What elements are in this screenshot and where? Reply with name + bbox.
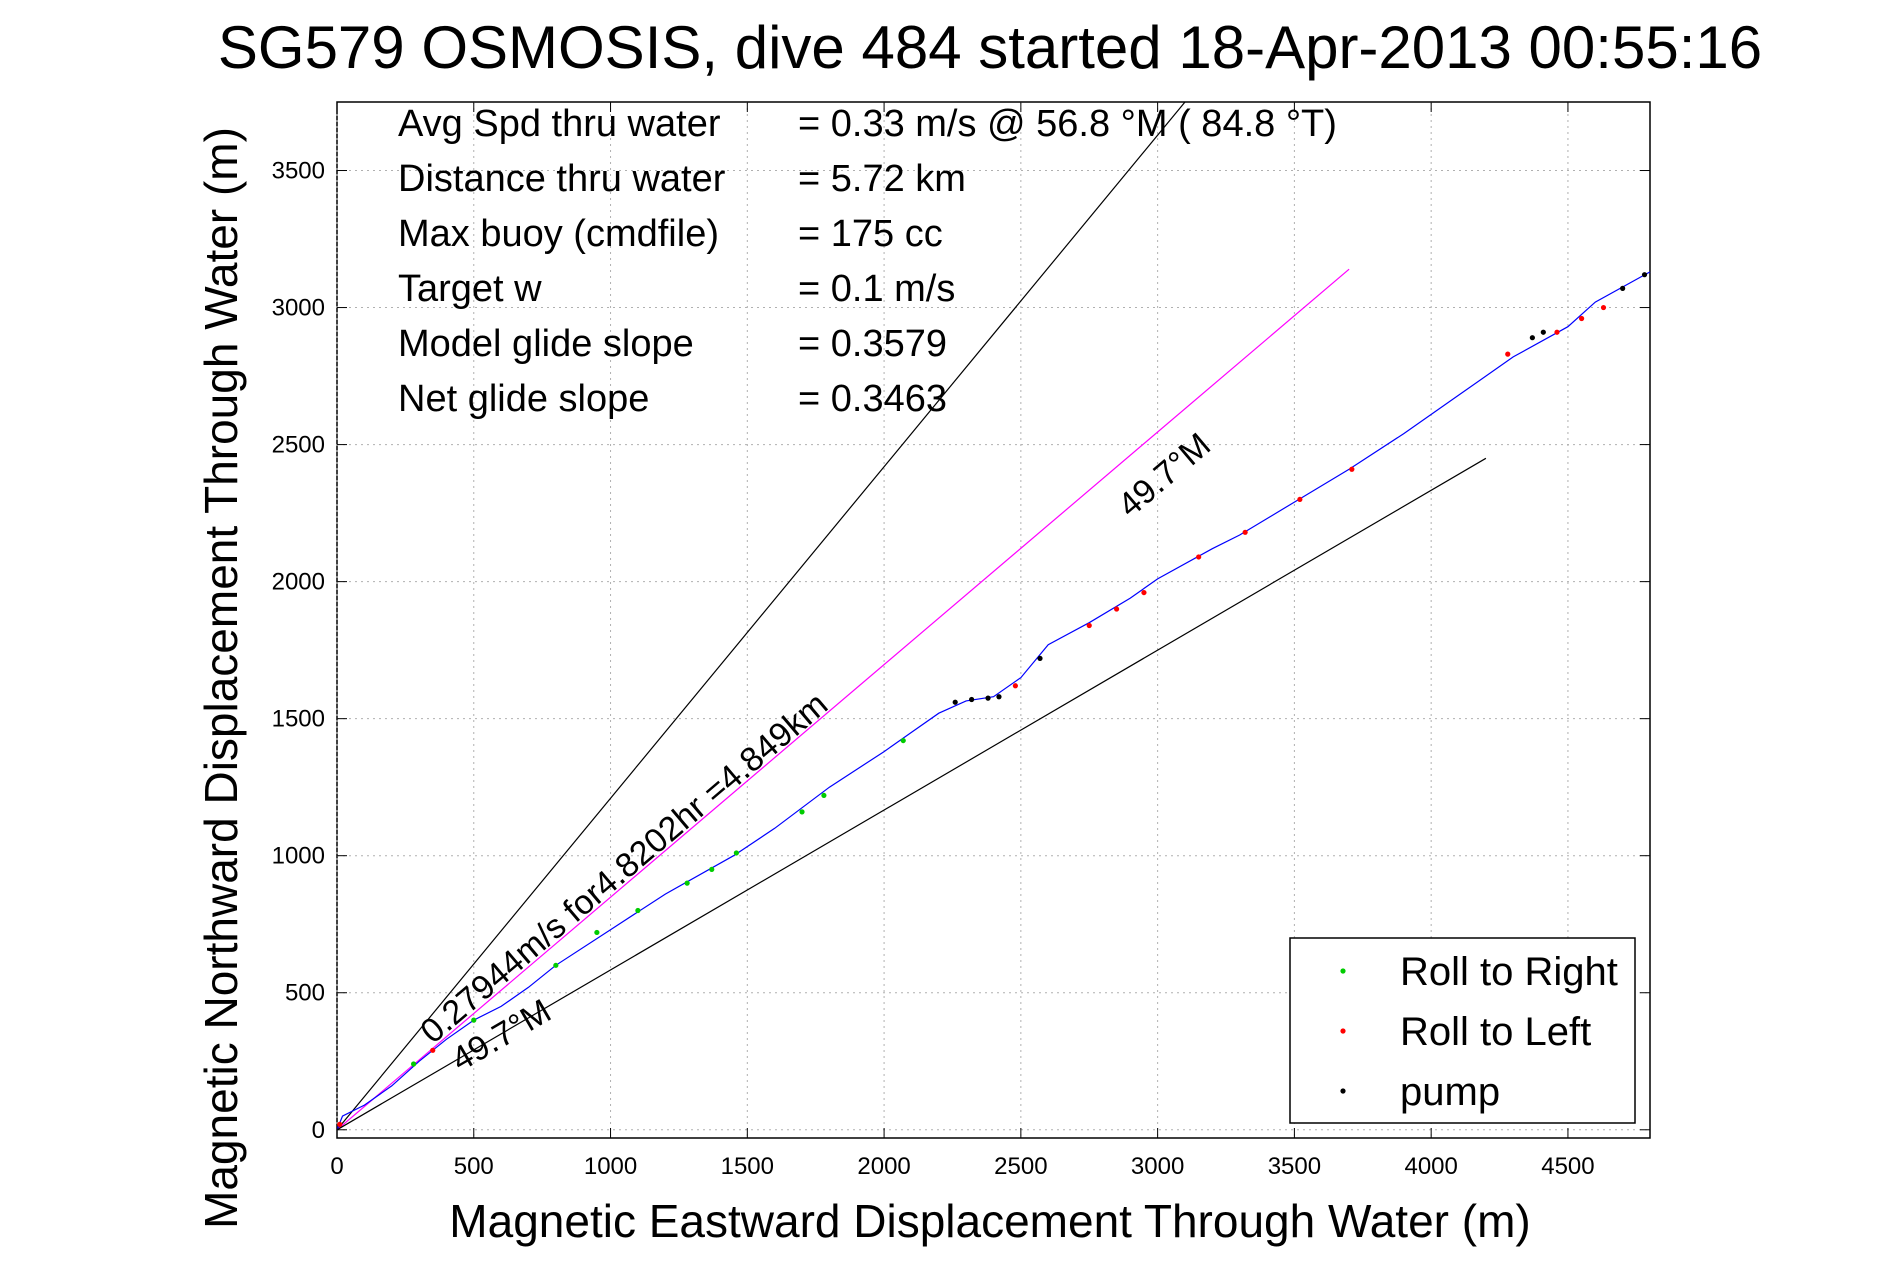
legend-marker-roll-to-right xyxy=(1340,968,1346,974)
y-tick-label: 1000 xyxy=(272,843,325,870)
reference-line-upper-bound xyxy=(336,101,1186,1131)
point-roll-to-left xyxy=(1579,315,1585,322)
point-roll-to-left xyxy=(1297,496,1303,503)
point-pump xyxy=(985,695,991,701)
point-roll-to-right xyxy=(635,907,641,914)
point-roll-to-left xyxy=(1554,329,1560,335)
y-axis-ticks: 0 500 1000 1500 2000 2500 3000 3500 xyxy=(272,158,1650,1144)
y-tick-label: 1500 xyxy=(272,706,325,733)
x-tick-label: 1500 xyxy=(721,1153,774,1180)
x-tick-label: 2500 xyxy=(994,1153,1047,1180)
point-roll-to-right xyxy=(553,962,559,968)
point-roll-to-left xyxy=(1141,589,1147,596)
x-axis-label: Magnetic Eastward Displacement Through W… xyxy=(449,1195,1530,1247)
legend-marker-pump xyxy=(1340,1088,1346,1094)
point-roll-to-right xyxy=(410,1061,417,1067)
series-line-track xyxy=(336,271,1651,1131)
plot-area: 0 500 1000 1500 2000 2500 3000 3500 4000 4500 0 50… xyxy=(272,101,1651,1180)
grid-lines xyxy=(336,102,1650,1138)
marker-groups xyxy=(337,272,1648,1127)
info-label: Model glide slope xyxy=(398,323,694,365)
point-roll-to-right xyxy=(821,792,827,799)
reference-lines xyxy=(336,101,1487,1131)
info-label: Avg Spd thru water xyxy=(398,103,721,145)
point-pump xyxy=(1540,329,1546,335)
point-pump xyxy=(952,699,958,705)
info-label: Max buoy (cmdfile) xyxy=(398,213,719,255)
point-roll-to-right xyxy=(594,929,600,936)
info-label: Target w xyxy=(398,268,542,310)
point-pump xyxy=(1529,335,1535,341)
info-value: = 0.33 m/s @ 56.8 °M ( 84.8 °T) xyxy=(798,103,1337,145)
point-roll-to-right xyxy=(799,809,805,815)
legend-label-roll-to-left: Roll to Left xyxy=(1400,1010,1591,1054)
legend-marker-roll-to-left xyxy=(1340,1028,1346,1034)
point-roll-to-left xyxy=(1600,304,1607,311)
point-roll-to-left xyxy=(1196,554,1202,560)
reference-line-current xyxy=(336,268,1350,1131)
point-roll-to-left xyxy=(1113,606,1120,612)
point-roll-to-right xyxy=(709,866,715,873)
legend: Roll to Right Roll to Left pump xyxy=(1289,937,1636,1124)
info-value: = 0.3579 xyxy=(798,323,947,365)
point-roll-to-left xyxy=(1012,683,1018,689)
info-label: Net glide slope xyxy=(398,378,649,420)
point-roll-to-right xyxy=(684,880,690,886)
x-tick-label: 1000 xyxy=(584,1153,637,1180)
markers-roll-to-left xyxy=(337,304,1607,1127)
point-roll-to-left xyxy=(1242,529,1248,535)
x-tick-label: 500 xyxy=(454,1153,494,1180)
x-tick-label: 2000 xyxy=(857,1153,910,1180)
x-tick-label: 4500 xyxy=(1541,1153,1594,1180)
legend-box xyxy=(1289,937,1636,1124)
point-pump xyxy=(969,696,975,703)
info-value: = 175 cc xyxy=(798,213,943,255)
point-pump xyxy=(1620,285,1626,291)
y-tick-label: 3000 xyxy=(272,295,325,322)
x-axis-ticks: 0 500 1000 1500 2000 2500 3000 3500 4000 4500 xyxy=(330,102,1595,1180)
point-roll-to-left xyxy=(430,1047,436,1053)
series-lines xyxy=(336,271,1651,1131)
y-tick-label: 0 xyxy=(312,1117,325,1144)
reference-line-lower-bound xyxy=(336,457,1487,1131)
point-roll-to-left xyxy=(1505,351,1511,357)
markers-roll-to-right xyxy=(410,737,906,1067)
point-roll-to-left xyxy=(337,1121,343,1127)
info-value: = 5.72 km xyxy=(798,158,966,200)
info-block: Avg Spd thru water = 0.33 m/s @ 56.8 °M (… xyxy=(398,103,1337,420)
legend-label-pump: pump xyxy=(1400,1070,1500,1114)
y-tick-label: 3500 xyxy=(272,158,325,185)
y-tick-label: 2000 xyxy=(272,569,325,596)
point-pump xyxy=(1641,272,1648,278)
point-roll-to-right xyxy=(733,850,739,856)
point-roll-to-right xyxy=(900,737,906,744)
x-tick-label: 0 xyxy=(330,1153,343,1180)
markers-pump xyxy=(952,272,1648,705)
info-label: Distance thru water xyxy=(398,158,726,200)
x-tick-label: 3500 xyxy=(1268,1153,1321,1180)
x-tick-label: 4000 xyxy=(1404,1153,1457,1180)
point-roll-to-left xyxy=(1086,622,1092,629)
point-pump xyxy=(996,694,1002,700)
point-roll-to-right xyxy=(471,1017,477,1023)
chart-title: SG579 OSMOSIS, dive 484 started 18-Apr-2… xyxy=(218,14,1762,81)
y-tick-label: 2500 xyxy=(272,432,325,459)
info-value: = 0.1 m/s xyxy=(798,268,955,310)
legend-label-roll-to-right: Roll to Right xyxy=(1400,950,1618,994)
info-value: = 0.3463 xyxy=(798,378,947,420)
y-tick-label: 500 xyxy=(285,980,325,1007)
point-pump xyxy=(1037,655,1043,661)
y-axis-label: Magnetic Northward Displacement Through … xyxy=(195,127,247,1229)
legend-items: Roll to Right Roll to Left pump xyxy=(1340,950,1618,1114)
x-tick-label: 3000 xyxy=(1131,1153,1184,1180)
point-roll-to-left xyxy=(1349,466,1355,472)
